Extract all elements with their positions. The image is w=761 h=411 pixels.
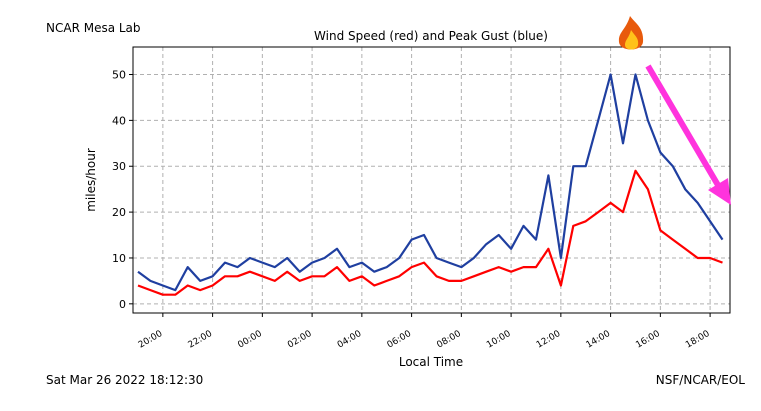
x-tick-label: 06:00 [386, 329, 414, 351]
chart-title: Wind Speed (red) and Peak Gust (blue) [314, 29, 548, 43]
x-tick-label: 12:00 [535, 329, 563, 351]
credit: NSF/NCAR/EOL [656, 373, 746, 387]
y-tick-label: 0 [119, 298, 126, 311]
fire-icon [618, 16, 644, 50]
y-tick-label: 30 [112, 160, 126, 173]
series-line [137, 169, 723, 296]
y-tick-label: 50 [112, 69, 126, 82]
x-tick-label: 10:00 [485, 329, 513, 351]
y-tick-label: 40 [112, 114, 126, 127]
plot-frame [132, 46, 731, 314]
y-tick-label: 20 [112, 206, 126, 219]
x-tick-label: 20:00 [137, 329, 165, 351]
x-tick-label: 08:00 [435, 329, 463, 351]
x-tick-label: 22:00 [187, 329, 215, 351]
x-tick-label: 02:00 [286, 329, 314, 351]
series-line [137, 73, 724, 292]
x-tick-label: 00:00 [236, 329, 264, 351]
x-tick-label: 14:00 [585, 329, 613, 351]
annotation-arrow [645, 64, 731, 205]
x-tick-label: 18:00 [684, 329, 712, 351]
station: NCAR Mesa Lab [46, 21, 141, 35]
timestamp: Sat Mar 26 2022 18:12:30 [46, 373, 203, 387]
y-axis-label: miles/hour [84, 148, 98, 212]
x-tick-label: 16:00 [634, 329, 662, 351]
plot-area: 0 10 20 30 40 50 20:00 22:00 00:00 02:00 04:00 06:0… [112, 46, 731, 351]
x-tick-label: 04:00 [336, 329, 364, 351]
y-tick-label: 10 [112, 252, 126, 265]
x-axis-label: Local Time [399, 355, 463, 369]
